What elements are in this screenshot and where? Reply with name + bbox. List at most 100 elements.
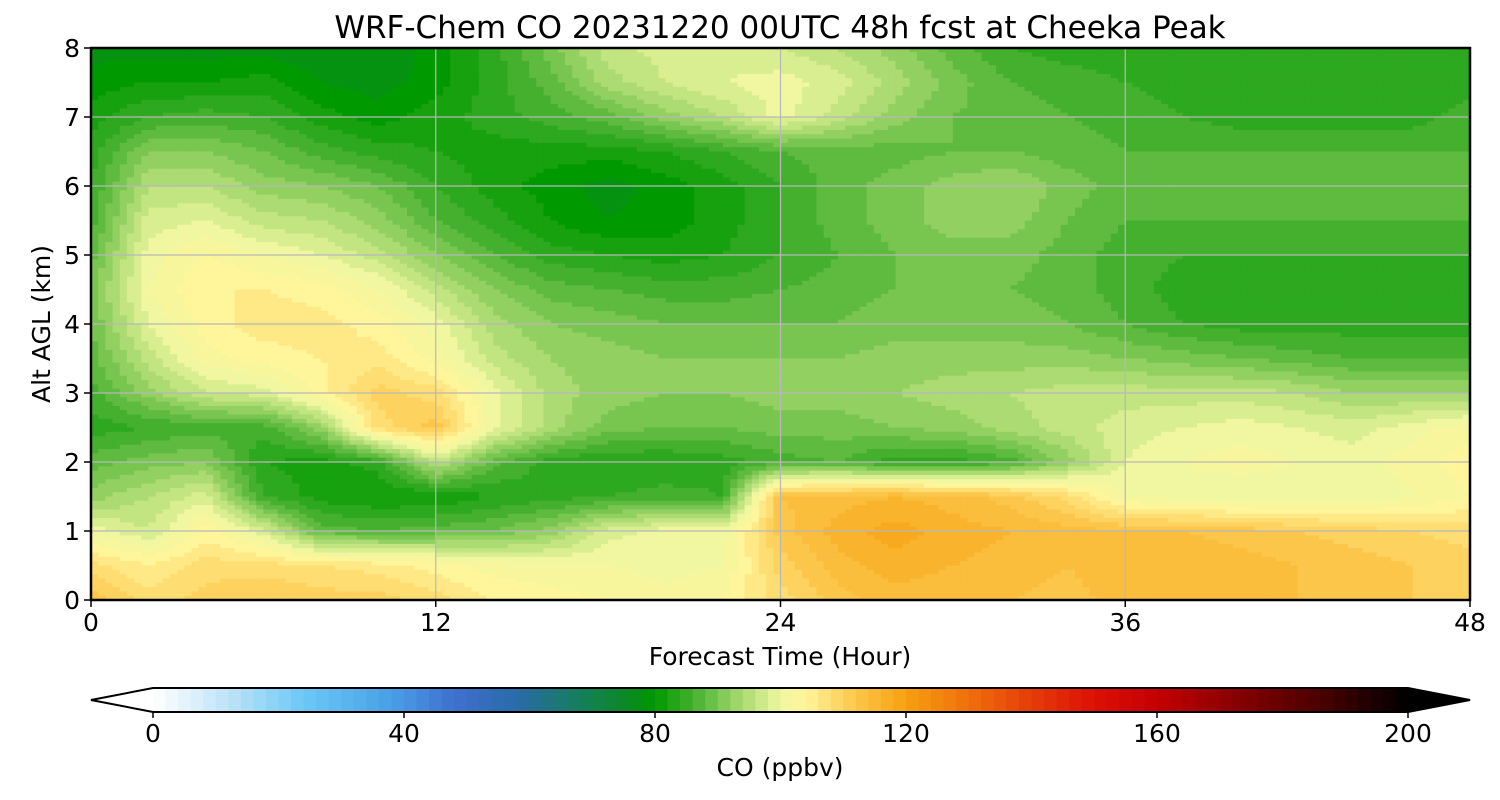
heatmap-cell [163, 87, 171, 92]
heatmap-cell [1046, 130, 1054, 135]
heatmap-cell [967, 126, 975, 131]
heatmap-cell [701, 134, 709, 139]
heatmap-cell [1204, 61, 1212, 66]
heatmap-cell [960, 156, 968, 161]
heatmap-cell [328, 74, 336, 79]
heatmap-cell [1089, 121, 1097, 126]
heatmap-cell [98, 147, 106, 152]
heatmap-cell [565, 121, 573, 126]
heatmap-cell [1018, 104, 1026, 109]
heatmap-cell [917, 134, 925, 139]
heatmap-cell [292, 87, 300, 92]
heatmap-cell [1413, 70, 1421, 75]
heatmap-cell [723, 130, 731, 135]
heatmap-cell [1391, 61, 1399, 66]
heatmap-cell [1140, 70, 1148, 75]
heatmap-cell [838, 65, 846, 70]
heatmap-cell [1384, 65, 1392, 70]
heatmap-cell [1176, 52, 1184, 57]
heatmap-cell [867, 156, 875, 161]
heatmap-cell [156, 134, 164, 139]
heatmap-cell [1377, 95, 1385, 100]
heatmap-cell [1377, 52, 1385, 57]
heatmap-cell [1125, 83, 1133, 88]
heatmap-cell [1089, 100, 1097, 105]
heatmap-cell [601, 108, 609, 113]
heatmap-cell [1298, 108, 1306, 113]
heatmap-cell [493, 108, 501, 113]
heatmap-cell [967, 108, 975, 113]
heatmap-cell [1355, 83, 1363, 88]
heatmap-cell [479, 87, 487, 92]
heatmap-cell [1018, 78, 1026, 83]
heatmap-cell [98, 78, 106, 83]
heatmap-cell [615, 117, 623, 122]
heatmap-cell [788, 121, 796, 126]
heatmap-cell [1003, 52, 1011, 57]
heatmap-cell [1377, 57, 1385, 62]
heatmap-cell [400, 152, 408, 157]
heatmap-cell [701, 91, 709, 96]
heatmap-cell [694, 61, 702, 66]
heatmap-cell [895, 78, 903, 83]
heatmap-cell [709, 87, 717, 92]
heatmap-cell [385, 100, 393, 105]
heatmap-cell [285, 87, 293, 92]
heatmap-cell [1111, 65, 1119, 70]
heatmap-cell [730, 65, 738, 70]
heatmap-cell [1348, 147, 1356, 152]
heatmap-cell [845, 104, 853, 109]
heatmap-cell [888, 65, 896, 70]
heatmap-cell [881, 152, 889, 157]
heatmap-cell [486, 100, 494, 105]
heatmap-cell [723, 61, 731, 66]
heatmap-cell [1334, 156, 1342, 161]
heatmap-cell [802, 61, 810, 66]
heatmap-cell [1075, 61, 1083, 66]
heatmap-cell [1104, 147, 1112, 152]
heatmap-cell [788, 87, 796, 92]
heatmap-cell [1125, 70, 1133, 75]
heatmap-cell [1441, 57, 1449, 62]
heatmap-cell [285, 121, 293, 126]
heatmap-cell [306, 143, 314, 148]
heatmap-cell [1039, 95, 1047, 100]
heatmap-cell [1075, 143, 1083, 148]
heatmap-cell [917, 117, 925, 122]
heatmap-cell [680, 70, 688, 75]
heatmap-cell [666, 117, 674, 122]
heatmap-cell [630, 121, 638, 126]
heatmap-cell [946, 147, 954, 152]
heatmap-cell [1111, 95, 1119, 100]
heatmap-cell [845, 83, 853, 88]
heatmap-cell [694, 126, 702, 131]
heatmap-cell [1176, 87, 1184, 92]
heatmap-cell [271, 70, 279, 75]
heatmap-cell [910, 70, 918, 75]
heatmap-cell [199, 83, 207, 88]
heatmap-cell [148, 143, 156, 148]
heatmap-cell [385, 134, 393, 139]
heatmap-cell [572, 139, 580, 144]
heatmap-cell [709, 147, 717, 152]
heatmap-cell [148, 152, 156, 157]
heatmap-cell [953, 100, 961, 105]
heatmap-cell [1262, 147, 1270, 152]
heatmap-cell [1183, 65, 1191, 70]
heatmap-cell [271, 65, 279, 70]
heatmap-cell [1247, 108, 1255, 113]
heatmap-cell [1032, 91, 1040, 96]
heatmap-cell [256, 91, 264, 96]
heatmap-cell [500, 126, 508, 131]
heatmap-cell [1161, 156, 1169, 161]
heatmap-cell [687, 57, 695, 62]
heatmap-cell [745, 156, 753, 161]
heatmap-cell [464, 108, 472, 113]
heatmap-cell [1046, 61, 1054, 66]
heatmap-cell [781, 57, 789, 62]
heatmap-cell [658, 156, 666, 161]
heatmap-cell [335, 143, 343, 148]
heatmap-cell [608, 87, 616, 92]
heatmap-cell [364, 139, 372, 144]
heatmap-cell [357, 95, 365, 100]
